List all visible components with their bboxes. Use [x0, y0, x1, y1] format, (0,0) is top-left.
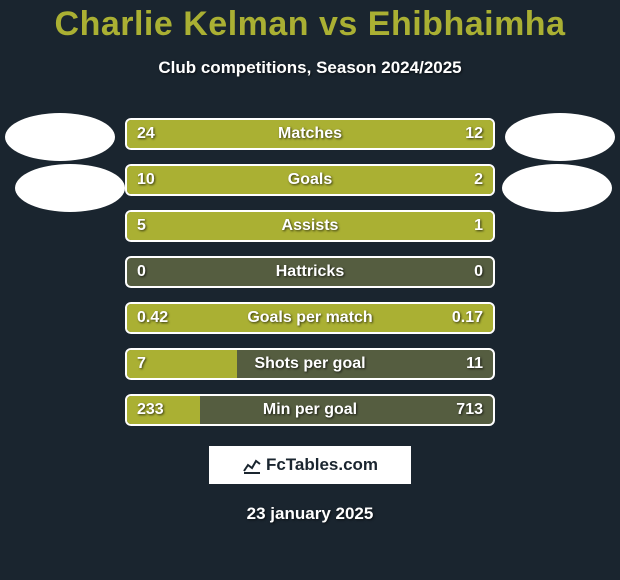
stat-row: 2412Matches	[125, 118, 495, 150]
page-title: Charlie Kelman vs Ehibhaimha	[0, 5, 620, 44]
stat-row: 102Goals	[125, 164, 495, 196]
player2-avatar-shape-2	[502, 164, 612, 212]
player1-avatar-shape-1	[5, 113, 115, 161]
stat-label: Goals per match	[127, 309, 493, 327]
stat-row: 233713Min per goal	[125, 394, 495, 426]
stat-row: 51Assists	[125, 210, 495, 242]
stat-label: Shots per goal	[127, 355, 493, 373]
stat-row: 0.420.17Goals per match	[125, 302, 495, 334]
chart-icon	[242, 455, 262, 475]
stat-label: Matches	[127, 125, 493, 143]
subtitle: Club competitions, Season 2024/2025	[0, 58, 620, 78]
title-vs: vs	[319, 5, 358, 43]
stat-label: Hattricks	[127, 263, 493, 281]
stats-panel: 2412Matches 102Goals 51Assists 00Hattricks 0…	[125, 118, 495, 426]
stat-label: Assists	[127, 217, 493, 235]
title-player1: Charlie Kelman	[55, 5, 310, 43]
stat-label: Min per goal	[127, 401, 493, 419]
player1-avatar-shape-2	[15, 164, 125, 212]
player2-avatar-shape-1	[505, 113, 615, 161]
source-badge-label: FcTables.com	[266, 455, 378, 475]
stat-row: 711Shots per goal	[125, 348, 495, 380]
date-label: 23 january 2025	[0, 504, 620, 524]
stat-row: 00Hattricks	[125, 256, 495, 288]
comparison-container: Charlie Kelman vs Ehibhaimha Club compet…	[0, 0, 620, 580]
source-badge: FcTables.com	[207, 444, 413, 486]
title-player2: Ehibhaimha	[368, 5, 566, 43]
stat-label: Goals	[127, 171, 493, 189]
